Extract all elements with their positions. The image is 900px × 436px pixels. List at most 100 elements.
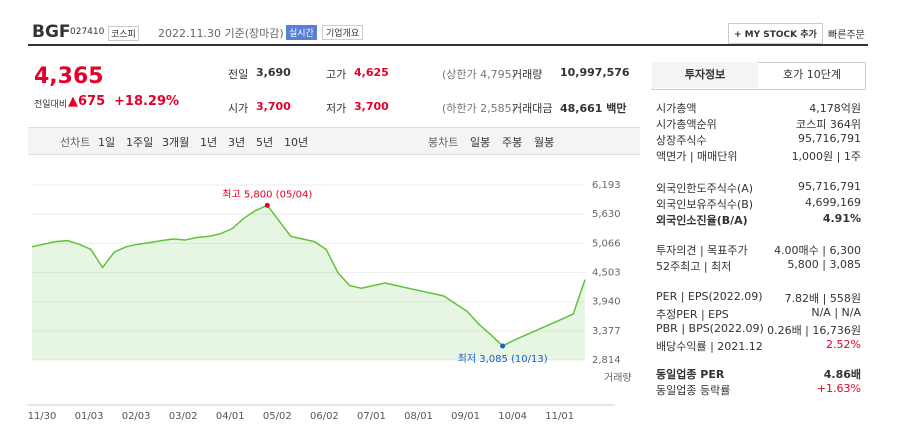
kind-item[interactable]: 일봉 — [470, 136, 491, 149]
x-tick-label: 07/01 — [357, 411, 386, 422]
info-value: 4.86배 — [823, 368, 861, 381]
x-tick-label: 05/02 — [263, 411, 292, 422]
info-value: 95,716,791 — [798, 180, 861, 193]
y-tick-label: 6,193 — [592, 180, 621, 191]
info-row: 외국인소진율(B/A) 4.91% — [656, 212, 861, 228]
y-tick-label: 3,377 — [592, 326, 621, 337]
quote-label: 시가 — [228, 102, 249, 115]
info-label: 동일업종 PER — [656, 368, 725, 381]
low-point — [500, 343, 506, 349]
info-value: 4.91% — [822, 212, 861, 225]
kind-label: 봉차트 — [428, 136, 459, 149]
info-value: 4,699,169 — [805, 196, 861, 209]
info-value: 2.52% — [826, 338, 861, 351]
volume-label: 거래량 — [604, 372, 632, 384]
x-tick-label: 01/03 — [75, 411, 104, 422]
quote-label: 저가 — [326, 102, 347, 115]
quote-label: (하한가 2,585) — [442, 102, 516, 115]
market: 코스피 — [108, 26, 139, 41]
info-row: PER | EPS(2022.09) 7.82배 | 558원 — [656, 290, 861, 306]
info-label: 추정PER | EPS — [656, 308, 729, 321]
period-item[interactable]: 3년 — [228, 136, 246, 149]
info-label: 투자의견 | 목표주가 — [656, 244, 748, 257]
quote-label: 고가 — [326, 68, 347, 81]
change-pct: +18.29% — [114, 94, 180, 109]
info-value: 95,716,791 — [798, 132, 861, 145]
info-label: 외국인보유주식수(B) — [656, 198, 754, 211]
quote-label: 거래량 — [512, 68, 543, 81]
price-line — [31, 204, 586, 347]
period-bar — [28, 127, 640, 155]
info-value: 5,800 | 3,085 — [787, 258, 861, 271]
info-label: PBR | BPS(2022.09) — [656, 322, 764, 335]
x-tick-label: 04/01 — [216, 411, 245, 422]
info-label: 배당수익률 | 2021.12 — [656, 340, 763, 353]
price: 4,365 — [34, 64, 104, 89]
info-row: 외국인보유주식수(B) 4,699,169 — [656, 196, 861, 212]
info-label: 시가총액 — [656, 102, 697, 115]
info-label: 상장주식수 — [656, 134, 707, 147]
period-label: 선차트 — [60, 136, 91, 149]
area — [32, 205, 585, 360]
info-label: 시가총액순위 — [656, 118, 717, 131]
period-item[interactable]: 10년 — [284, 136, 309, 149]
low-label: 최저 3,085 (10/13) — [458, 353, 548, 365]
info-value: 1,000원 | 1주 — [791, 150, 861, 163]
info-label: 동일업종 등락률 — [656, 384, 731, 397]
x-tick-label: 08/01 — [404, 411, 433, 422]
period-item[interactable]: 1일 — [98, 136, 116, 149]
info-row: PBR | BPS(2022.09) 0.26배 | 16,736원 — [656, 322, 861, 338]
x-tick-label: 11/01 — [545, 411, 574, 422]
info-row: 52주최고 | 최저 5,800 | 3,085 — [656, 258, 861, 274]
x-tick-label: 02/03 — [122, 411, 151, 422]
info-value: 4.00매수 | 6,300 — [774, 244, 861, 257]
info-value: 코스피 364위 — [796, 118, 861, 131]
info-row: 동일업종 PER 4.86배 — [656, 366, 861, 382]
high-label: 최고 5,800 (05/04) — [222, 188, 312, 200]
info-row: 액면가 | 매매단위 1,000원 | 1주 — [656, 148, 861, 164]
quote-label: 거래대금 — [512, 102, 553, 115]
info-value: N/A | N/A — [811, 306, 861, 319]
date: 2022.11.30 기준(장마감) — [158, 27, 284, 40]
chart: 6,193 5,630 5,066 4,503 3,940 3,377 2,814 최고 5,… — [28, 180, 632, 422]
quick-order[interactable]: 빠른주문 — [828, 30, 865, 41]
x-tick-label: 10/04 — [498, 411, 527, 422]
x-tick-label: 11/30 — [28, 411, 57, 422]
x-tick-label: 06/02 — [310, 411, 339, 422]
y-tick-label: 4,503 — [592, 268, 621, 279]
tab[interactable]: 투자정보 — [652, 62, 758, 88]
kind-item[interactable]: 주봉 — [502, 136, 523, 149]
stock-name: BGF — [32, 22, 71, 42]
info-label: 52주최고 | 최저 — [656, 260, 732, 273]
period-item[interactable]: 1년 — [200, 136, 218, 149]
kind-item[interactable]: 월봉 — [534, 136, 555, 149]
y-tick-label: 3,940 — [592, 297, 621, 308]
tab[interactable]: 호가 10단계 — [783, 68, 841, 81]
info-row: 외국인한도주식수(A) 95,716,791 — [656, 180, 861, 196]
mystock-button[interactable]: + MY STOCK 추가 — [728, 23, 823, 44]
info-row: 투자의견 | 목표주가 4.00매수 | 6,300 — [656, 242, 861, 258]
badge: 실시간 — [286, 25, 317, 40]
high-point — [264, 202, 270, 208]
period-item[interactable]: 3개월 — [162, 136, 190, 149]
divider — [28, 44, 868, 46]
info-label: 외국인소진율(B/A) — [656, 214, 748, 227]
quote-label: 전일 — [228, 68, 249, 81]
y-tick-label: 5,630 — [592, 209, 621, 220]
quote-value: 48,661 백만 — [560, 102, 627, 115]
company-info[interactable]: 기업개요 — [322, 25, 364, 40]
info-row: 상장주식수 95,716,791 — [656, 132, 861, 148]
quote-value: 3,690 — [256, 66, 291, 79]
quote-value: 10,997,576 — [560, 66, 630, 79]
period-item[interactable]: 1주일 — [126, 136, 154, 149]
info-row: 시가총액 4,178억원 — [656, 100, 861, 116]
period-item[interactable]: 5년 — [256, 136, 274, 149]
info-label: 외국인한도주식수(A) — [656, 182, 754, 195]
quote-value: 4,625 — [354, 66, 389, 79]
change: ▲675 — [68, 94, 106, 109]
quote-value: 3,700 — [256, 100, 291, 113]
info-value: +1.63% — [816, 382, 861, 395]
info-label: PER | EPS(2022.09) — [656, 290, 763, 303]
y-tick-label: 2,814 — [592, 355, 621, 366]
